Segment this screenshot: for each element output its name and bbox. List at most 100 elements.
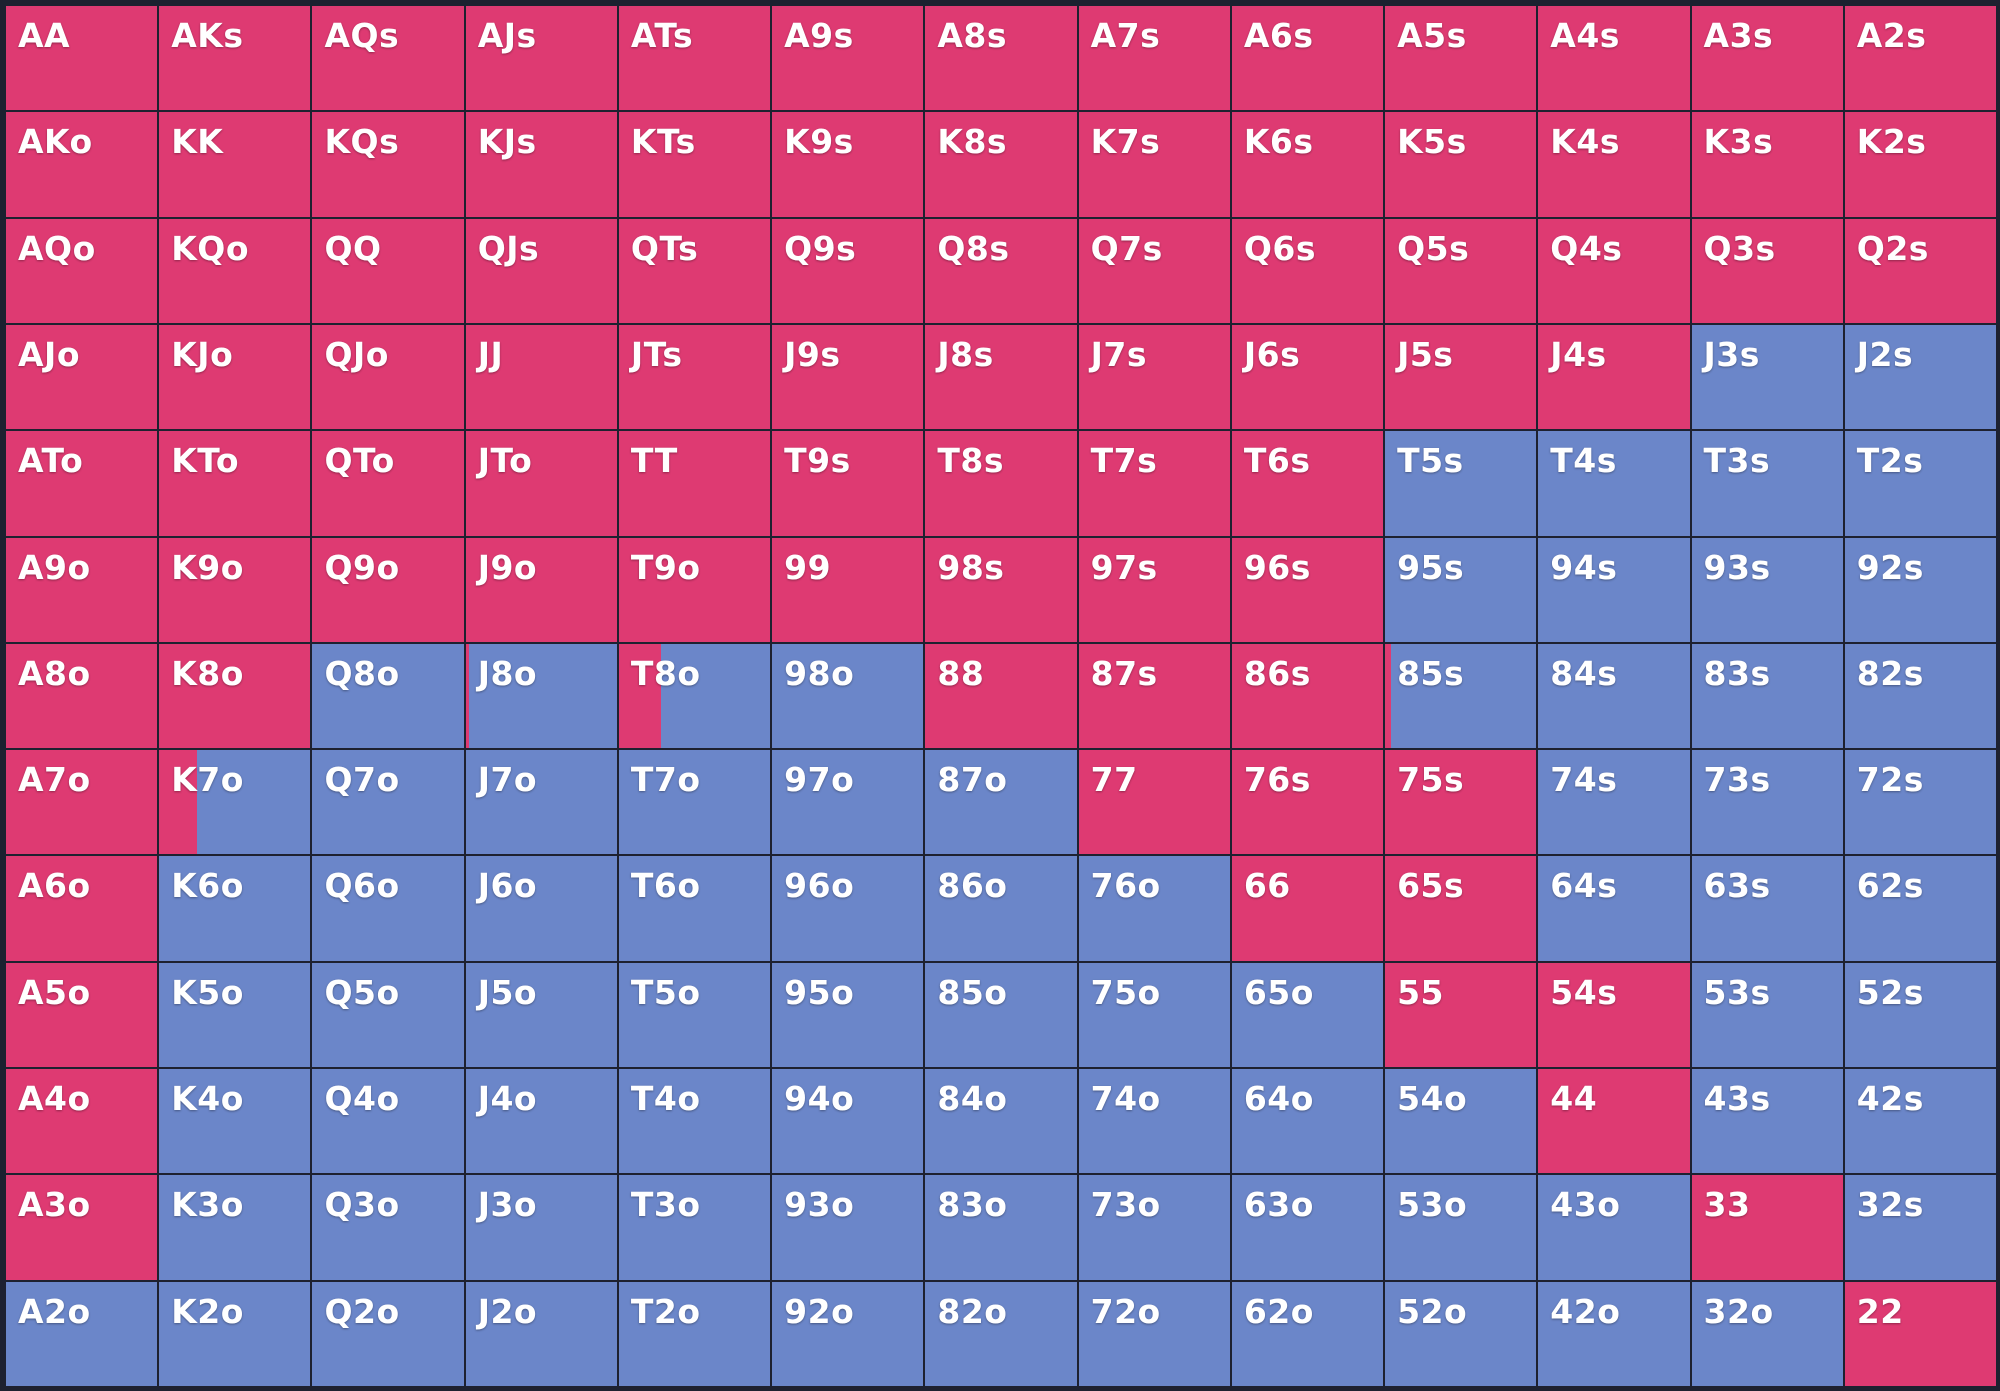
hand-cell-76o[interactable]: 76o <box>1078 856 1230 961</box>
hand-cell-k4s[interactable]: K4s <box>1538 112 1690 217</box>
hand-cell-qjo[interactable]: QJo <box>312 324 464 430</box>
hand-cell-k9s[interactable]: K9s <box>772 112 924 217</box>
hand-cell-87s[interactable]: 87s <box>1078 643 1230 749</box>
hand-cell-q2o[interactable]: Q2o <box>312 1281 464 1386</box>
hand-cell-t5o[interactable]: T5o <box>618 962 771 1068</box>
hand-cell-52o[interactable]: 52o <box>1385 1281 1537 1386</box>
hand-cell-54o[interactable]: 54o <box>1385 1069 1537 1174</box>
hand-cell-53s[interactable]: 53s <box>1691 962 1843 1068</box>
hand-cell-k7s[interactable]: K7s <box>1078 112 1230 217</box>
hand-cell-95s[interactable]: 95s <box>1385 537 1537 642</box>
hand-cell-k6o[interactable]: K6o <box>159 856 311 961</box>
hand-cell-q9s[interactable]: Q9s <box>772 218 924 323</box>
hand-cell-q5o[interactable]: Q5o <box>312 962 464 1068</box>
hand-cell-a5o[interactable]: A5o <box>6 962 158 1068</box>
hand-cell-t9s[interactable]: T9s <box>772 431 924 536</box>
hand-cell-a7o[interactable]: A7o <box>6 750 158 855</box>
hand-cell-ajs[interactable]: AJs <box>465 6 617 111</box>
hand-cell-j4o[interactable]: J4o <box>465 1069 617 1174</box>
hand-cell-44[interactable]: 44 <box>1538 1069 1690 1174</box>
hand-cell-a8o[interactable]: A8o <box>6 643 158 749</box>
hand-cell-94s[interactable]: 94s <box>1538 537 1690 642</box>
hand-cell-97o[interactable]: 97o <box>772 750 924 855</box>
hand-cell-kqs[interactable]: KQs <box>312 112 464 217</box>
hand-cell-ajo[interactable]: AJo <box>6 324 158 430</box>
hand-cell-k2o[interactable]: K2o <box>159 1281 311 1386</box>
hand-cell-33[interactable]: 33 <box>1691 1175 1843 1280</box>
hand-cell-t2o[interactable]: T2o <box>618 1281 771 1386</box>
hand-cell-96o[interactable]: 96o <box>772 856 924 961</box>
hand-cell-82o[interactable]: 82o <box>925 1281 1077 1386</box>
hand-cell-k7o[interactable]: K7o <box>159 750 311 855</box>
hand-cell-74o[interactable]: 74o <box>1078 1069 1230 1174</box>
hand-cell-a2o[interactable]: A2o <box>6 1281 158 1386</box>
hand-cell-j2o[interactable]: J2o <box>465 1281 617 1386</box>
hand-cell-t8s[interactable]: T8s <box>925 431 1077 536</box>
hand-cell-q4o[interactable]: Q4o <box>312 1069 464 1174</box>
hand-cell-a4o[interactable]: A4o <box>6 1069 158 1174</box>
hand-cell-t5s[interactable]: T5s <box>1385 431 1537 536</box>
hand-cell-82s[interactable]: 82s <box>1844 643 1996 749</box>
hand-cell-t3o[interactable]: T3o <box>618 1175 771 1280</box>
hand-cell-a9s[interactable]: A9s <box>772 6 924 111</box>
hand-cell-93s[interactable]: 93s <box>1691 537 1843 642</box>
hand-cell-qto[interactable]: QTo <box>312 431 464 536</box>
hand-cell-72o[interactable]: 72o <box>1078 1281 1230 1386</box>
hand-cell-qts[interactable]: QTs <box>618 218 771 323</box>
hand-cell-99[interactable]: 99 <box>772 537 924 642</box>
hand-cell-55[interactable]: 55 <box>1385 962 1537 1068</box>
hand-cell-77[interactable]: 77 <box>1078 750 1230 855</box>
hand-cell-a3o[interactable]: A3o <box>6 1175 158 1280</box>
hand-cell-96s[interactable]: 96s <box>1231 537 1384 642</box>
hand-cell-a6s[interactable]: A6s <box>1231 6 1384 111</box>
hand-cell-t6s[interactable]: T6s <box>1231 431 1384 536</box>
hand-cell-tt[interactable]: TT <box>618 431 771 536</box>
hand-cell-j9s[interactable]: J9s <box>772 324 924 430</box>
hand-cell-92s[interactable]: 92s <box>1844 537 1996 642</box>
hand-cell-42s[interactable]: 42s <box>1844 1069 1996 1174</box>
hand-cell-22[interactable]: 22 <box>1844 1281 1996 1386</box>
hand-cell-84o[interactable]: 84o <box>925 1069 1077 1174</box>
hand-cell-97s[interactable]: 97s <box>1078 537 1230 642</box>
hand-cell-k2s[interactable]: K2s <box>1844 112 1996 217</box>
hand-cell-aa[interactable]: AA <box>6 6 158 111</box>
hand-cell-j7o[interactable]: J7o <box>465 750 617 855</box>
hand-cell-jts[interactable]: JTs <box>618 324 771 430</box>
hand-cell-q7o[interactable]: Q7o <box>312 750 464 855</box>
hand-cell-j9o[interactable]: J9o <box>465 537 617 642</box>
hand-cell-qq[interactable]: QQ <box>312 218 464 323</box>
hand-cell-ako[interactable]: AKo <box>6 112 158 217</box>
hand-cell-kto[interactable]: KTo <box>159 431 311 536</box>
hand-cell-a7s[interactable]: A7s <box>1078 6 1230 111</box>
hand-cell-q6o[interactable]: Q6o <box>312 856 464 961</box>
hand-cell-jj[interactable]: JJ <box>465 324 617 430</box>
hand-cell-j6s[interactable]: J6s <box>1231 324 1384 430</box>
hand-cell-k9o[interactable]: K9o <box>159 537 311 642</box>
hand-cell-j5s[interactable]: J5s <box>1385 324 1537 430</box>
hand-cell-qjs[interactable]: QJs <box>465 218 617 323</box>
hand-cell-a5s[interactable]: A5s <box>1385 6 1537 111</box>
hand-cell-j4s[interactable]: J4s <box>1538 324 1690 430</box>
hand-cell-64s[interactable]: 64s <box>1538 856 1690 961</box>
hand-cell-62s[interactable]: 62s <box>1844 856 1996 961</box>
hand-cell-88[interactable]: 88 <box>925 643 1077 749</box>
hand-cell-32s[interactable]: 32s <box>1844 1175 1996 1280</box>
hand-cell-q4s[interactable]: Q4s <box>1538 218 1690 323</box>
hand-cell-42o[interactable]: 42o <box>1538 1281 1690 1386</box>
hand-cell-94o[interactable]: 94o <box>772 1069 924 1174</box>
hand-cell-a9o[interactable]: A9o <box>6 537 158 642</box>
hand-cell-54s[interactable]: 54s <box>1538 962 1690 1068</box>
hand-cell-t3s[interactable]: T3s <box>1691 431 1843 536</box>
hand-cell-95o[interactable]: 95o <box>772 962 924 1068</box>
hand-cell-j5o[interactable]: J5o <box>465 962 617 1068</box>
hand-cell-75s[interactable]: 75s <box>1385 750 1537 855</box>
hand-cell-73s[interactable]: 73s <box>1691 750 1843 855</box>
hand-cell-53o[interactable]: 53o <box>1385 1175 1537 1280</box>
hand-cell-32o[interactable]: 32o <box>1691 1281 1843 1386</box>
hand-cell-kjo[interactable]: KJo <box>159 324 311 430</box>
hand-cell-kqo[interactable]: KQo <box>159 218 311 323</box>
hand-cell-k5o[interactable]: K5o <box>159 962 311 1068</box>
hand-cell-aqs[interactable]: AQs <box>312 6 464 111</box>
hand-cell-87o[interactable]: 87o <box>925 750 1077 855</box>
hand-cell-t8o[interactable]: T8o <box>618 643 771 749</box>
